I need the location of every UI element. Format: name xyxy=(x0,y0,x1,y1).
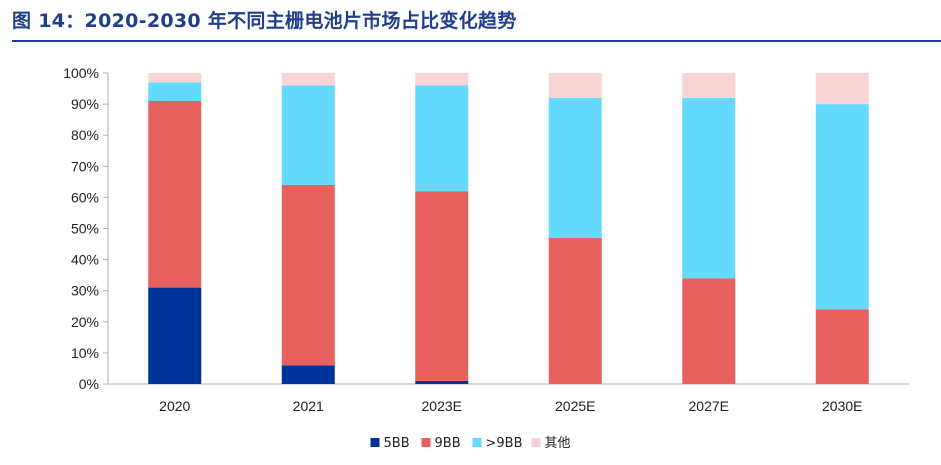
y-tick-label: 20% xyxy=(71,314,99,330)
bar-segment->9BB-2030E xyxy=(815,104,869,310)
bar-segment-5BB-2020 xyxy=(148,287,202,384)
y-tick-label: 70% xyxy=(71,158,99,174)
bar-segment-其他-2025E xyxy=(548,73,602,98)
bars xyxy=(148,73,869,384)
bar-segment-其他-2030E xyxy=(815,73,869,105)
bar-segment->9BB-2021 xyxy=(281,85,335,185)
bar-segment-9BB-2020 xyxy=(148,100,202,288)
legend-swatch-5BB xyxy=(370,438,380,447)
y-tick-label: 0% xyxy=(79,376,99,392)
y-tick-label: 100% xyxy=(63,65,99,81)
x-tick-label: 2020 xyxy=(159,398,190,414)
x-tick-label: 2030E xyxy=(822,398,862,414)
y-tick-label: 80% xyxy=(71,127,99,143)
bar-segment-5BB-2021 xyxy=(281,365,335,384)
y-tick-label: 60% xyxy=(71,189,99,205)
legend-label: 9BB xyxy=(435,436,461,451)
x-tick-label: 2021 xyxy=(293,398,324,414)
x-tick-label: 2025E xyxy=(555,398,595,414)
y-tick-label: 90% xyxy=(71,96,99,112)
figure-title: 图 14：2020-2030 年不同主栅电池片市场占比变化趋势 xyxy=(12,10,517,32)
legend-swatch-其他 xyxy=(531,438,541,447)
bar-segment-其他-2020 xyxy=(148,73,202,83)
legend-label: 5BB xyxy=(384,436,410,451)
x-tick-label: 2027E xyxy=(689,398,729,414)
bar-segment-其他-2021 xyxy=(281,73,335,86)
bar-segment-5BB-2023E xyxy=(415,380,469,384)
y-tick-label: 40% xyxy=(71,252,99,268)
legend-label: 其他 xyxy=(545,436,571,451)
title-divider xyxy=(12,40,941,42)
bar-segment-9BB-2021 xyxy=(281,184,335,366)
legend: 5BB 9BB >9BB 其他 xyxy=(370,436,571,451)
bar-segment-其他-2027E xyxy=(682,73,736,98)
y-tick-label: 50% xyxy=(71,221,99,237)
y-tick-label: 10% xyxy=(71,345,99,361)
bar-segment-9BB-2027E xyxy=(682,278,736,384)
y-axis: 0% 10% 20% 30% 40% 50% 60% 70% 80% 90% 100% xyxy=(63,65,109,392)
bar-segment->9BB-2020 xyxy=(148,82,202,101)
bar-segment-9BB-2030E xyxy=(815,309,869,384)
bar-segment->9BB-2027E xyxy=(682,97,736,279)
legend-swatch->9BB xyxy=(472,438,482,447)
bar-segment-9BB-2023E xyxy=(415,191,469,381)
bar-segment->9BB-2023E xyxy=(415,85,469,192)
bar-segment-9BB-2025E xyxy=(548,237,602,384)
legend-swatch-9BB xyxy=(421,438,431,447)
x-axis: 2020 2021 2023E 2025E 2027E 2030E xyxy=(108,383,909,414)
bar-segment-其他-2023E xyxy=(415,73,469,86)
legend-label: >9BB xyxy=(486,436,523,451)
bar-segment->9BB-2025E xyxy=(548,97,602,238)
x-tick-label: 2023E xyxy=(422,398,462,414)
y-tick-label: 30% xyxy=(71,283,99,299)
